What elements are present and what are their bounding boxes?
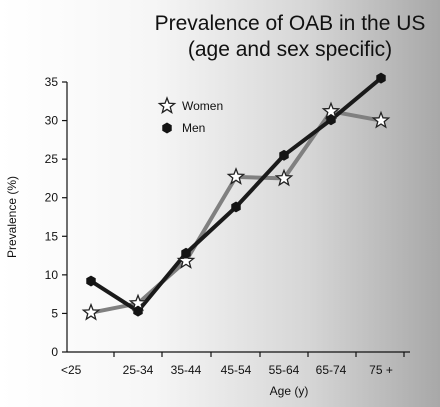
data-point-men (133, 305, 143, 317)
data-point-women (371, 110, 391, 129)
data-point-men (231, 201, 241, 213)
data-point-men (326, 114, 336, 126)
y-tick-label: 0 (51, 345, 58, 359)
data-point-women (176, 251, 196, 269)
legend-label-men: Men (182, 121, 205, 135)
data-point-men (181, 247, 191, 259)
data-point-women (81, 302, 101, 321)
data-point-men (86, 275, 96, 287)
series-layer (81, 72, 391, 321)
y-tick-label: 20 (45, 191, 59, 205)
chart-title-line-2: (age and sex specific) (188, 38, 392, 61)
x-tick-label: 25-34 (123, 363, 154, 377)
chart-title-line-1: Prevalence of OAB in the US (155, 12, 426, 35)
data-point-women (274, 168, 294, 187)
y-ticks: 0 5 10 15 20 25 30 35 (45, 75, 67, 359)
axes (66, 82, 410, 353)
x-tick-label: <25 (61, 363, 82, 377)
y-tick-label: 15 (45, 229, 59, 243)
series-line-men (89, 76, 383, 314)
x-tick-label: 75 + (369, 363, 393, 377)
legend-marker-men (162, 122, 172, 134)
x-tick-label: 45-54 (221, 363, 252, 377)
x-tick-label: 55-64 (269, 363, 300, 377)
x-tick-label: 35-44 (171, 363, 202, 377)
y-tick-label: 25 (45, 152, 59, 166)
y-tick-label: 10 (45, 268, 59, 282)
legend: Women Men (157, 96, 223, 135)
data-point-women (226, 167, 246, 185)
data-point-men (376, 72, 386, 84)
y-tick-label: 5 (51, 306, 58, 320)
y-tick-label: 35 (45, 75, 59, 89)
legend-marker-women (157, 96, 177, 114)
y-axis-label: Prevalence (%) (5, 176, 19, 258)
data-point-men (279, 149, 289, 161)
x-tick-label: 65-74 (316, 363, 347, 377)
x-ticks: <25 25-34 35-44 45-54 55-64 65-74 75 + (61, 352, 405, 377)
y-tick-label: 30 (45, 114, 59, 128)
x-axis-label: Age (y) (270, 384, 309, 398)
legend-label-women: Women (182, 99, 223, 113)
